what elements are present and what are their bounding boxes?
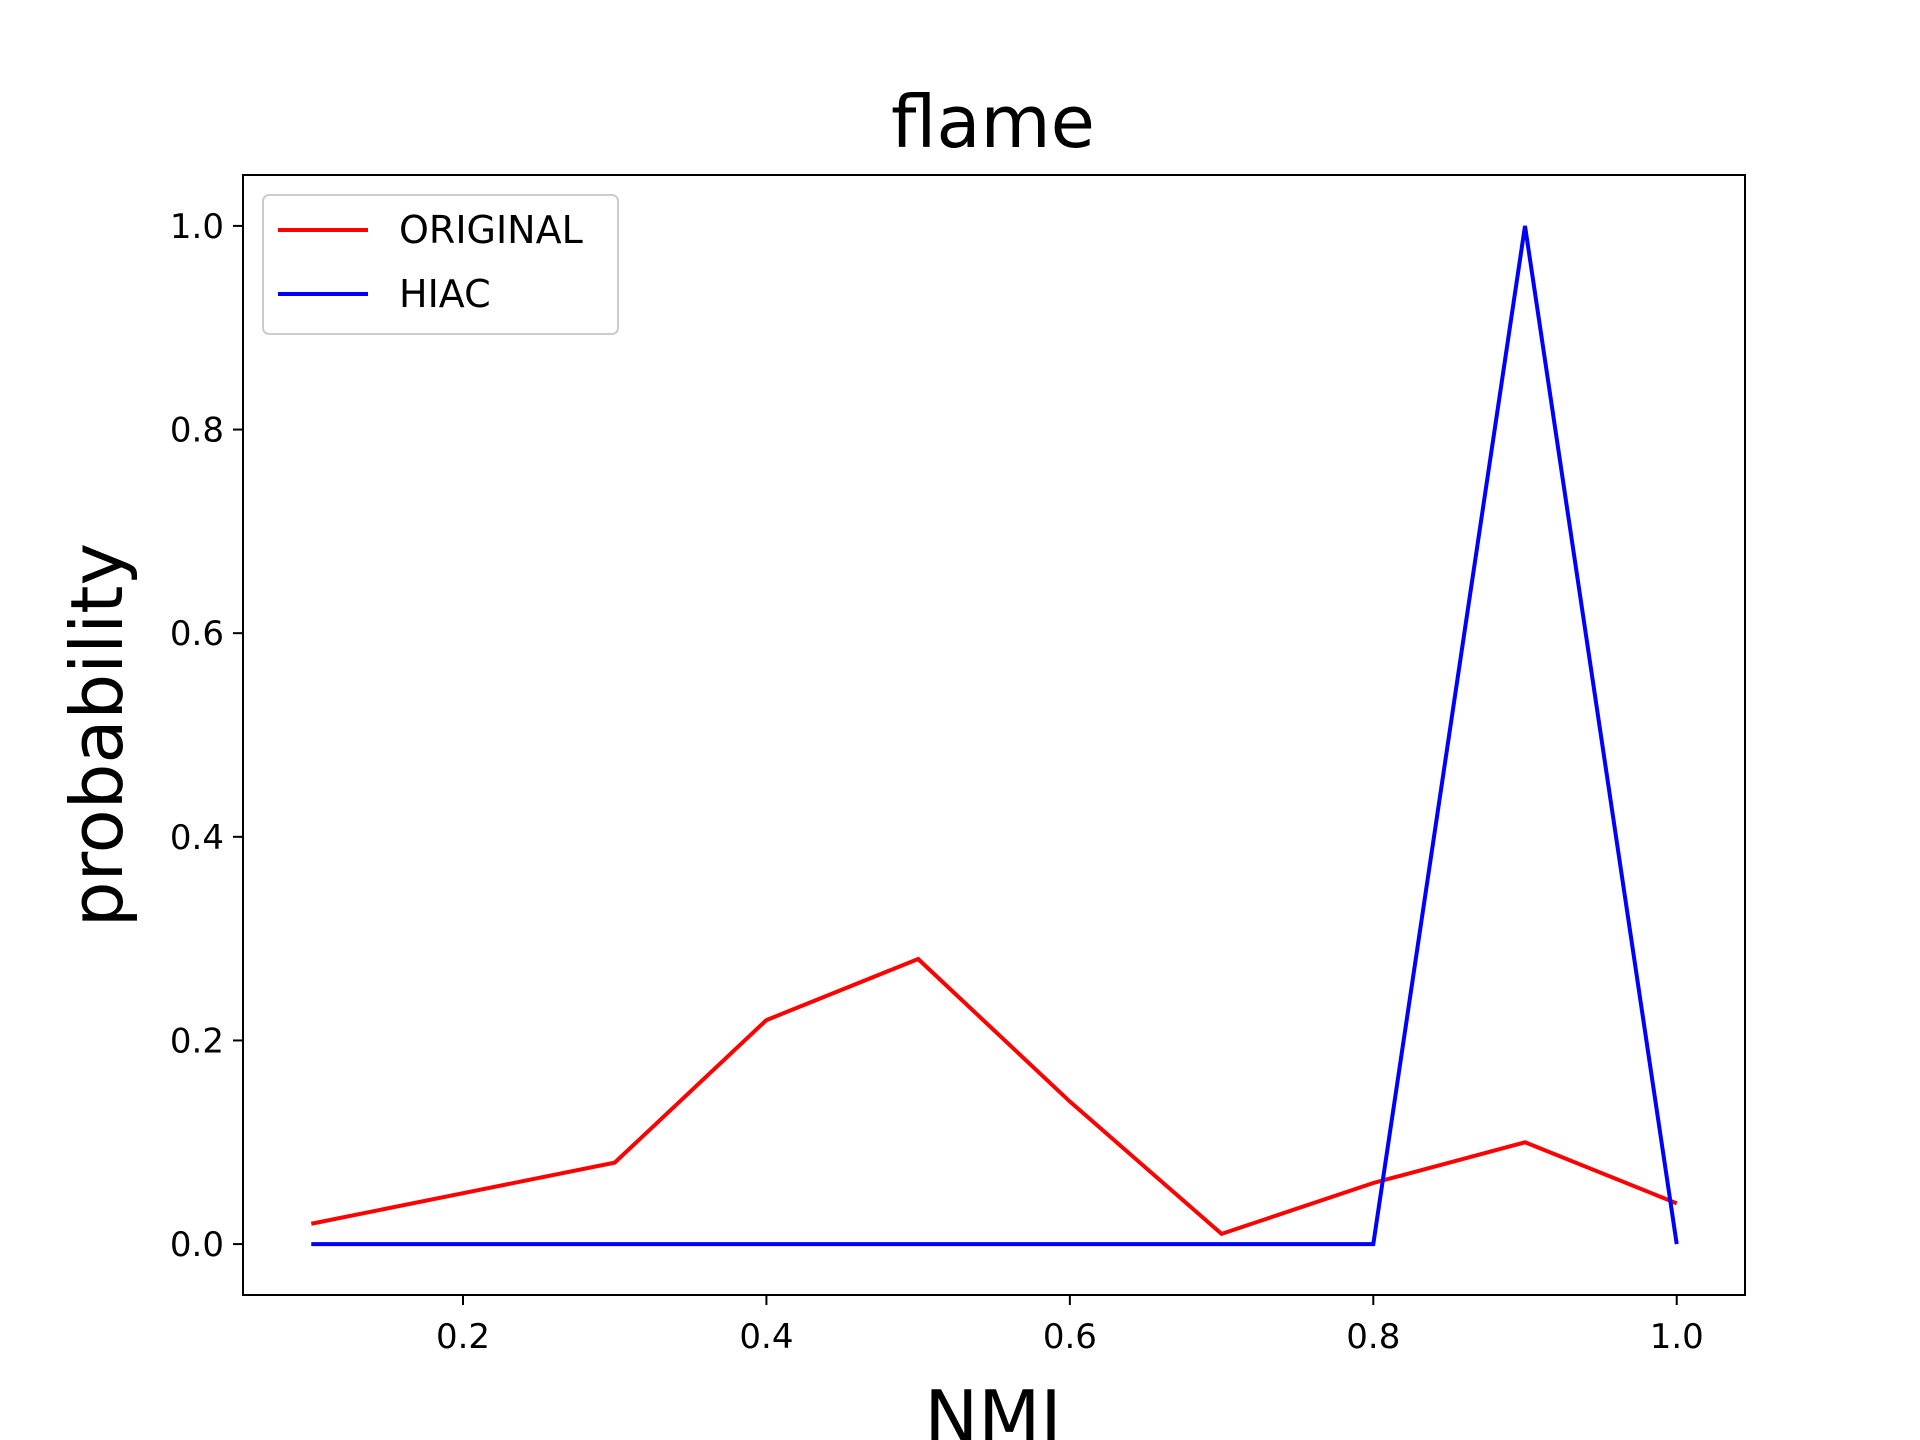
legend: ORIGINAL HIAC bbox=[262, 194, 619, 335]
y-tick-label: 1.0 bbox=[170, 207, 224, 247]
x-tick-label: 0.8 bbox=[1346, 1317, 1400, 1357]
y-axis-label: probability bbox=[55, 543, 139, 927]
x-tick-label: 0.6 bbox=[1043, 1317, 1097, 1357]
y-tick-label: 0.4 bbox=[170, 818, 224, 858]
x-tick-label: 0.2 bbox=[436, 1317, 490, 1357]
legend-entries: ORIGINAL HIAC bbox=[278, 208, 583, 316]
y-axis-ticks: 0.0 0.2 0.4 0.6 0.8 1.0 bbox=[170, 207, 243, 1265]
series-line-hiac bbox=[311, 225, 1679, 1247]
chart-title: flame bbox=[891, 80, 1095, 164]
y-tick-label: 0.8 bbox=[170, 411, 224, 451]
y-tick-label: 0.2 bbox=[170, 1021, 224, 1061]
series-line-original bbox=[310, 956, 1678, 1237]
legend-label-hiac: HIAC bbox=[399, 272, 491, 316]
legend-label-original: ORIGINAL bbox=[399, 208, 583, 252]
series-layer bbox=[310, 225, 1679, 1247]
x-axis-ticks: 0.2 0.4 0.6 0.8 1.0 bbox=[436, 1295, 1704, 1357]
y-tick-label: 0.6 bbox=[170, 614, 224, 654]
x-tick-label: 1.0 bbox=[1650, 1317, 1704, 1357]
x-tick-label: 0.4 bbox=[739, 1317, 793, 1357]
plot-frame bbox=[242, 174, 1746, 1296]
y-tick-label: 0.0 bbox=[170, 1225, 224, 1265]
x-axis-label: NMI bbox=[924, 1375, 1061, 1440]
